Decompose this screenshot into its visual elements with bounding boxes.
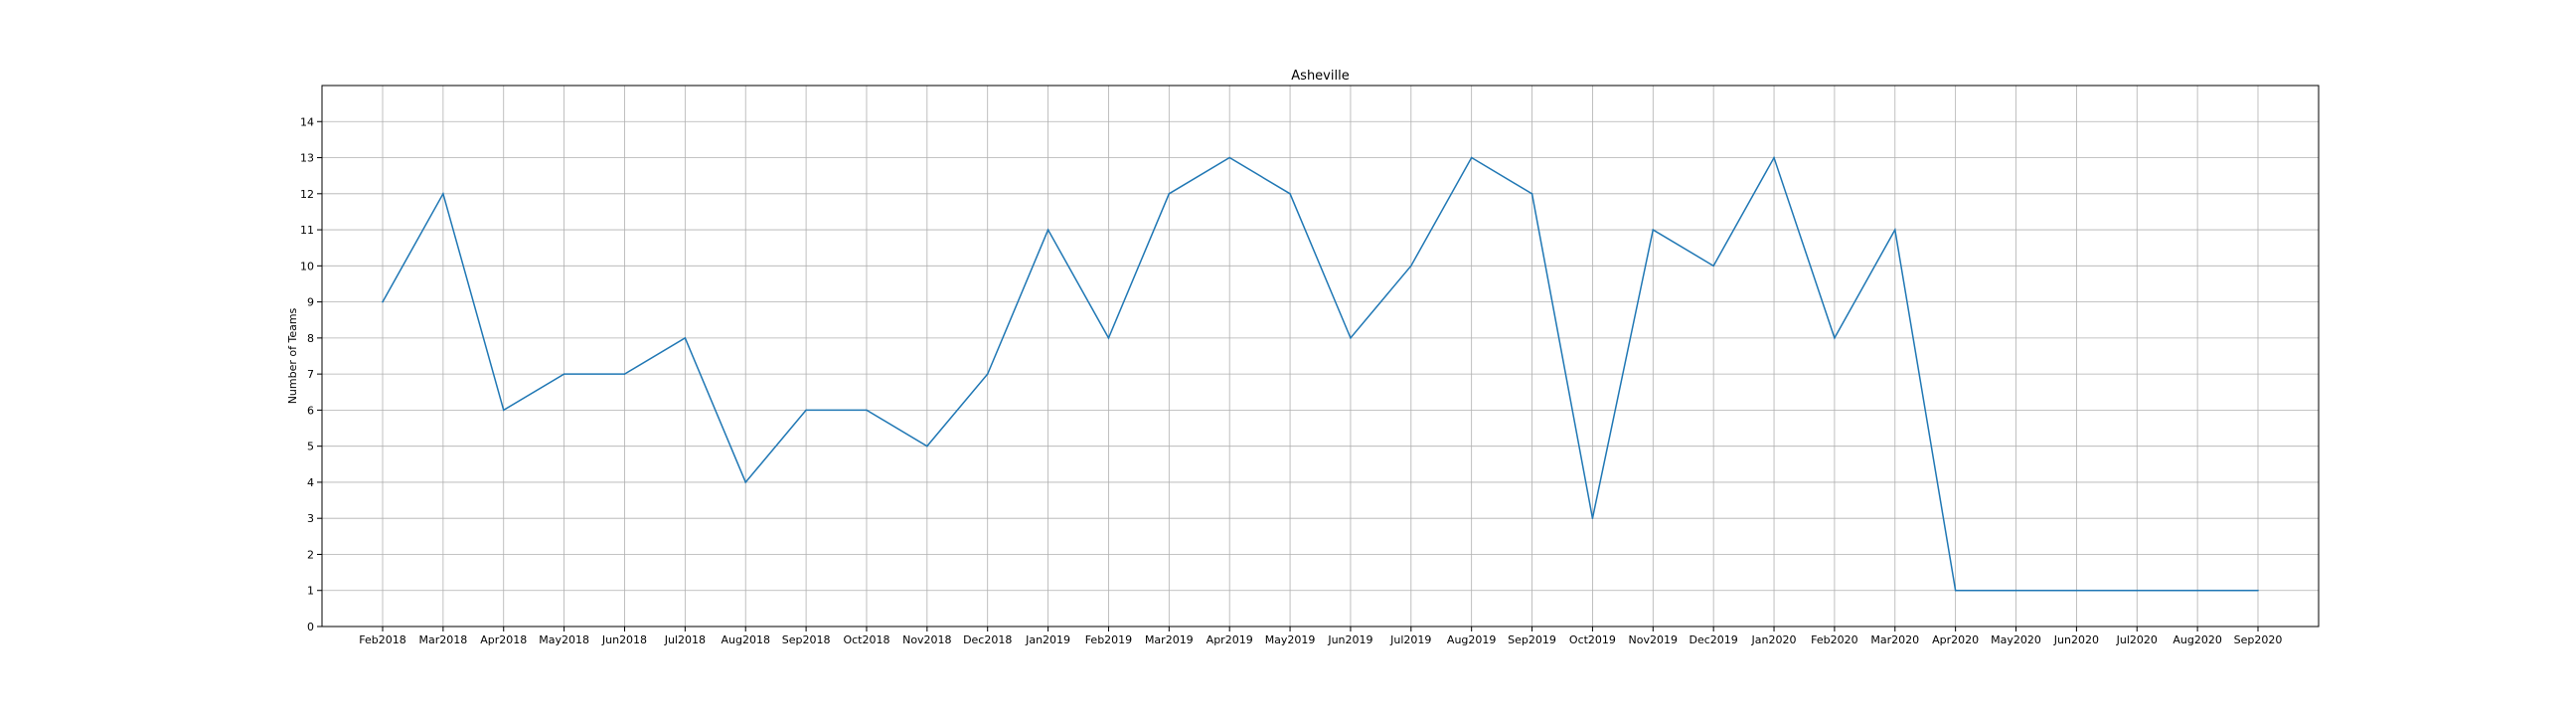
y-tick-label: 9 xyxy=(307,296,314,309)
data-point xyxy=(2075,589,2078,592)
data-point xyxy=(866,409,868,412)
plot-frame xyxy=(321,85,2320,628)
chart-title: Asheville xyxy=(1291,69,1349,84)
y-tick-label: 0 xyxy=(307,621,314,633)
x-tick-label: Oct2018 xyxy=(843,633,889,646)
data-point xyxy=(1834,337,1836,339)
data-point xyxy=(986,373,989,375)
y-tick-label: 12 xyxy=(300,188,314,201)
x-tick-label: Jun2018 xyxy=(601,633,647,646)
x-tick-label: Dec2018 xyxy=(963,633,1012,646)
x-tick-label: Oct2019 xyxy=(1569,633,1616,646)
x-tick-label: May2020 xyxy=(1991,633,2041,646)
x-tick-label: May2019 xyxy=(1265,633,1316,646)
x-tick-label: May2018 xyxy=(539,633,589,646)
data-point xyxy=(1046,229,1049,231)
x-tick-label: Jan2020 xyxy=(1751,633,1797,646)
data-point xyxy=(2257,589,2259,592)
y-tick-label: 8 xyxy=(307,332,314,345)
data-point xyxy=(1228,156,1230,159)
grid-layer xyxy=(322,86,2319,628)
data-point xyxy=(1954,589,1957,592)
data-point xyxy=(744,481,747,483)
data-point xyxy=(382,300,384,303)
series-line xyxy=(382,155,2258,592)
x-tick-label: Mar2020 xyxy=(1870,633,1919,646)
data-point xyxy=(502,409,505,412)
x-tick-label: Jun2019 xyxy=(1327,633,1372,646)
y-tick-label: 14 xyxy=(300,115,314,128)
data-point xyxy=(1168,193,1171,195)
x-tick-label: Aug2018 xyxy=(721,633,769,646)
x-tick-label: Aug2020 xyxy=(2173,633,2221,646)
x-tick-label: Apr2019 xyxy=(1207,633,1253,646)
x-tick-label: Mar2018 xyxy=(418,633,467,646)
y-tick-label: 3 xyxy=(307,512,314,525)
x-tick-label: Mar2019 xyxy=(1145,633,1194,646)
x-tick-label: Jan2019 xyxy=(1025,633,1070,646)
series-layer xyxy=(382,155,2259,592)
data-point xyxy=(805,409,807,412)
y-tick-label: 13 xyxy=(300,152,314,165)
x-tick-label: Nov2018 xyxy=(902,633,951,646)
data-point xyxy=(1893,229,1896,231)
data-point xyxy=(442,193,444,195)
x-tick-label: Sep2018 xyxy=(782,633,831,646)
x-tick-label: Feb2020 xyxy=(1811,633,1857,646)
x-tick-label: Feb2019 xyxy=(1085,633,1132,646)
y-tick-label: 10 xyxy=(300,260,314,272)
y-tick-label: 7 xyxy=(307,368,314,381)
data-point xyxy=(684,337,687,339)
data-point xyxy=(1591,517,1594,519)
data-point xyxy=(2014,589,2017,592)
x-tick-label: Jul2018 xyxy=(664,633,706,646)
y-tick-label: 11 xyxy=(300,224,314,237)
y-axis-label: Number of Teams xyxy=(286,307,299,404)
data-point xyxy=(1470,156,1473,159)
x-tick-label: Apr2020 xyxy=(1932,633,1979,646)
y-tick-label: 2 xyxy=(307,548,314,561)
data-point xyxy=(2136,589,2139,592)
data-point xyxy=(1107,337,1110,339)
data-point xyxy=(926,445,928,448)
y-tick-label: 6 xyxy=(307,404,314,417)
y-tick-label: 1 xyxy=(307,585,314,598)
y-tick-label: 5 xyxy=(307,441,314,453)
x-tick-label: Feb2018 xyxy=(359,633,405,646)
x-tick-label: Jun2020 xyxy=(2053,633,2099,646)
data-point xyxy=(2196,589,2198,592)
x-tick-label: Aug2019 xyxy=(1447,633,1496,646)
data-point xyxy=(563,373,565,375)
data-point xyxy=(1410,265,1412,268)
x-tick-label: Sep2019 xyxy=(1508,633,1556,646)
data-point xyxy=(1350,337,1352,339)
x-tick-label: Dec2019 xyxy=(1690,633,1738,646)
data-point xyxy=(623,373,626,375)
x-tick-label: Jul2020 xyxy=(2116,633,2158,646)
x-tick-label: Jul2019 xyxy=(1389,633,1431,646)
data-point xyxy=(1289,193,1291,195)
data-point xyxy=(1530,193,1533,195)
data-point xyxy=(1712,265,1714,268)
x-tick-label: Apr2018 xyxy=(480,633,527,646)
x-tick-label: Nov2019 xyxy=(1629,633,1678,646)
data-point xyxy=(1652,229,1655,231)
y-tick-label: 4 xyxy=(307,476,314,489)
data-point xyxy=(1773,156,1775,159)
x-tick-label: Sep2020 xyxy=(2234,633,2283,646)
